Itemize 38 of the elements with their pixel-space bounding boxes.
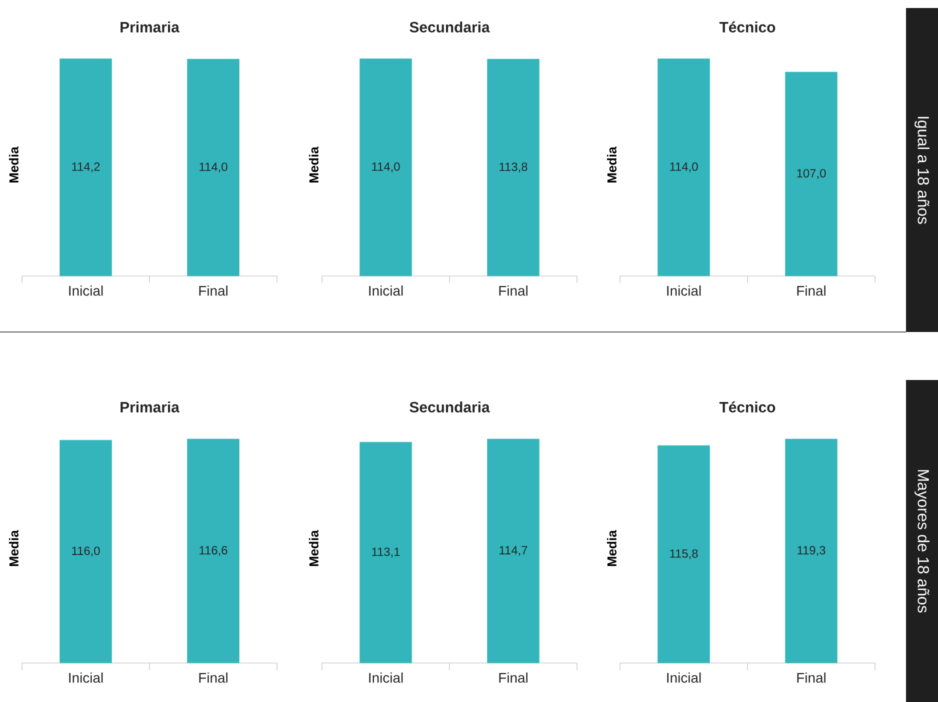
data-label: 116,6	[200, 546, 228, 556]
data-label: 107,0	[797, 169, 826, 179]
data-label: 119,3	[798, 546, 826, 556]
text: Mayores de 18 años	[914, 470, 930, 613]
x-tick-label: Inicial	[369, 286, 403, 296]
data-label: 114,0	[200, 162, 228, 172]
chart-title: Técnico	[719, 21, 776, 32]
data-label: 113,8	[500, 162, 528, 172]
text: Igual a 18 años	[914, 116, 930, 224]
data-label: 113,1	[372, 548, 400, 558]
chart-title: Primaria	[120, 22, 180, 32]
x-tick-label: Inicial	[369, 672, 403, 683]
y-axis-title: Media	[8, 146, 18, 182]
y-axis-title: Media	[308, 146, 318, 182]
data-label: 114,0	[372, 162, 400, 172]
x-tick-label: Final	[797, 672, 826, 683]
y-axis-title: Media	[8, 530, 18, 566]
data-label: 116,0	[72, 546, 100, 556]
data-label: 114,2	[72, 162, 100, 172]
data-label: 115,8	[670, 549, 698, 560]
x-tick-label: Final	[499, 286, 528, 296]
x-tick-label: Final	[499, 672, 528, 683]
data-label: 114,0	[670, 162, 698, 172]
x-tick-label: Inicial	[667, 672, 701, 683]
x-tick-label: Final	[199, 286, 228, 296]
chart-title: Secundaria	[410, 402, 490, 412]
chart-title: Técnico	[719, 401, 776, 412]
x-tick-label: Inicial	[667, 286, 701, 296]
y-axis-title: Media	[308, 530, 318, 566]
x-tick-label: Inicial	[69, 286, 103, 296]
y-axis-title: Media	[606, 146, 616, 182]
x-tick-label: Inicial	[69, 672, 103, 683]
chart-title: Primaria	[120, 402, 180, 412]
data-label: 114,7	[500, 546, 528, 556]
x-tick-label: Final	[199, 672, 228, 683]
chart-title: Secundaria	[410, 22, 490, 32]
y-axis-title: Media	[606, 530, 616, 566]
x-tick-label: Final	[797, 286, 826, 296]
